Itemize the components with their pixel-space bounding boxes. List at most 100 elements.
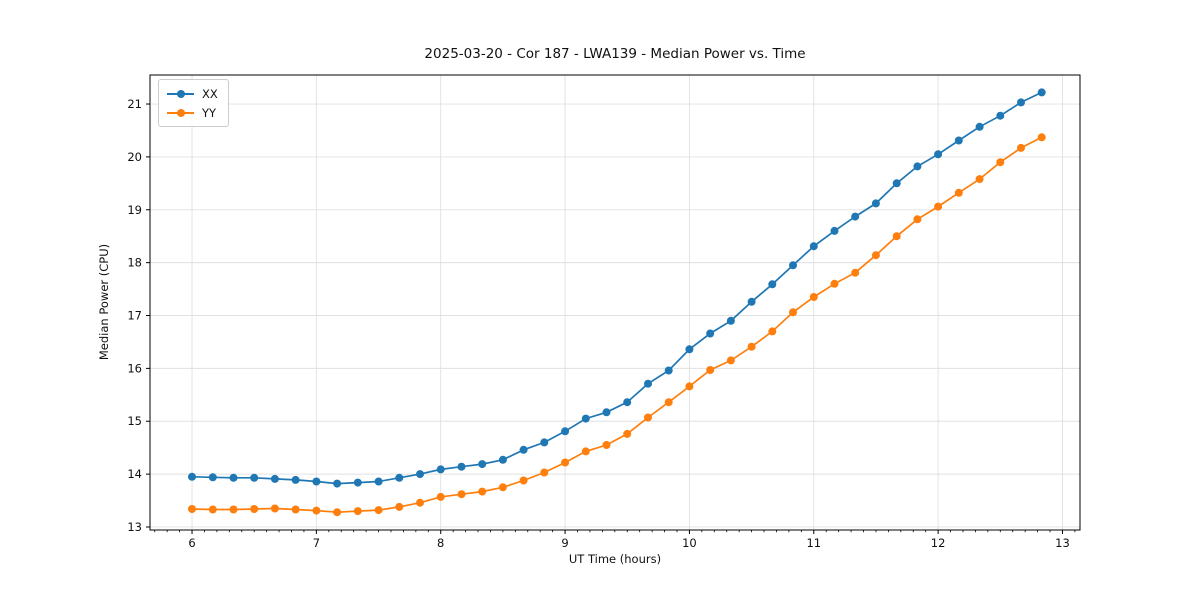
data-point (934, 150, 943, 159)
y-axis-label: Median Power (CPU) (97, 243, 111, 361)
data-point (747, 342, 756, 351)
data-point (1017, 98, 1025, 107)
data-point (789, 308, 797, 317)
data-point (353, 507, 362, 516)
y-tick-label: 15 (127, 414, 142, 428)
data-point (975, 122, 984, 131)
data-point (374, 506, 383, 515)
data-point (208, 473, 217, 482)
data-point (416, 470, 424, 479)
data-point (664, 398, 673, 407)
data-point (229, 505, 238, 514)
data-point (892, 232, 901, 241)
data-point (830, 226, 839, 235)
data-point (913, 162, 922, 171)
data-point (1037, 133, 1046, 142)
data-point (312, 506, 321, 515)
data-point (768, 280, 777, 289)
data-point (188, 472, 196, 481)
x-tick-label: 11 (806, 536, 821, 550)
data-point (768, 327, 777, 336)
axes-frame (149, 74, 1081, 531)
data-point (871, 251, 880, 260)
data-point (871, 199, 880, 208)
data-point (685, 382, 694, 391)
chart-title: 2025-03-20 - Cor 187 - LWA139 - Median P… (424, 46, 806, 62)
data-point (208, 505, 217, 514)
data-point (954, 188, 963, 197)
data-point (416, 498, 424, 507)
data-point (188, 505, 196, 513)
data-point (291, 505, 300, 514)
data-point (1017, 143, 1025, 152)
data-point (270, 474, 279, 483)
y-tick-label: 18 (127, 256, 142, 270)
legend-label-xx: XX (202, 86, 218, 101)
data-point (436, 465, 445, 474)
data-point (229, 473, 238, 482)
data-point (333, 479, 342, 488)
data-point (602, 408, 611, 417)
data-point (892, 179, 901, 188)
data-point (851, 268, 860, 277)
data-point (726, 316, 735, 325)
y-tick-label: 14 (127, 467, 142, 481)
data-point (706, 329, 715, 338)
series-line-xx (191, 91, 1043, 485)
data-point (374, 477, 383, 486)
data-point (685, 345, 694, 354)
data-point (954, 136, 963, 145)
data-point (602, 441, 611, 449)
data-point (519, 476, 528, 485)
data-point (250, 473, 259, 482)
data-point (726, 356, 735, 365)
data-point (581, 414, 590, 423)
data-point (996, 111, 1005, 120)
data-point (291, 475, 300, 484)
data-point (478, 487, 487, 496)
x-tick-label: 13 (1055, 536, 1070, 550)
data-point (664, 366, 673, 375)
x-tick-label: 8 (437, 536, 444, 550)
data-point (395, 473, 404, 482)
legend-label-yy: YY (202, 105, 217, 120)
data-point (561, 427, 570, 436)
data-point (623, 429, 632, 438)
data-point (623, 398, 632, 407)
data-point (457, 462, 466, 471)
x-tick-label: 10 (682, 536, 697, 550)
series-line-yy (191, 136, 1043, 514)
legend-item-xx: XX (167, 84, 218, 103)
legend: XX YY (158, 79, 229, 127)
xx-line-marker-icon (167, 89, 194, 98)
data-point (478, 460, 487, 469)
data-point (395, 502, 404, 511)
y-tick-label: 20 (127, 150, 142, 164)
data-point (581, 447, 590, 456)
data-point (312, 477, 321, 486)
x-axis-label: UT Time (hours) (568, 552, 662, 566)
data-point (561, 458, 570, 467)
data-point (270, 504, 279, 513)
data-point (996, 158, 1005, 167)
data-point (644, 379, 652, 388)
data-point (250, 505, 259, 513)
data-point (333, 508, 342, 517)
data-point (851, 212, 860, 221)
data-point (809, 293, 818, 301)
x-tick-label: 9 (561, 536, 568, 550)
x-tick-label: 7 (313, 536, 320, 550)
data-point (809, 242, 818, 251)
x-tick-label: 6 (188, 536, 195, 550)
y-tick-label: 13 (127, 520, 142, 534)
data-point (913, 215, 922, 224)
data-point (498, 455, 507, 464)
data-point (934, 202, 943, 211)
data-point (353, 478, 362, 487)
data-point (519, 445, 528, 454)
series-markers-xx (188, 88, 1046, 488)
y-tick-label: 17 (127, 309, 142, 323)
data-point (789, 261, 797, 270)
